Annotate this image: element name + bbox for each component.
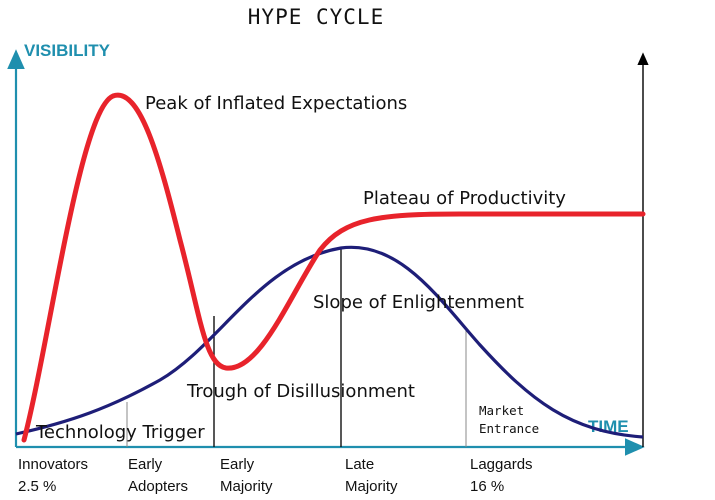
diagram-title: HYPE CYCLE xyxy=(248,5,384,29)
segment-innovators-line1: Innovators xyxy=(18,456,88,473)
hype-curve xyxy=(21,92,646,443)
y-axis-label: VISIBILITY xyxy=(24,41,111,60)
segment-innovators-line2: 2.5 % xyxy=(18,478,56,495)
x-axis-label: TIME xyxy=(588,417,629,436)
adoption-curve xyxy=(15,245,644,439)
segment-late-majority-line2: Majority xyxy=(345,478,398,495)
segment-early-adopters-line1: Early xyxy=(128,456,163,473)
phase-trough-of-disillusionment: Trough of Disillusionment xyxy=(186,381,415,402)
segment-laggards-line1: Laggards xyxy=(470,456,533,473)
phase-slope-of-enlightenment: Slope of Enlightenment xyxy=(313,292,524,313)
segment-early-majority-line2: Majority xyxy=(220,478,273,495)
market-entrance-line2: Entrance xyxy=(479,421,539,436)
phase-plateau-of-productivity: Plateau of Productivity xyxy=(363,188,566,209)
segment-late-majority-line1: Late xyxy=(345,456,374,473)
segment-early-majority-line1: Early xyxy=(220,456,255,473)
phase-peak-of-inflated-expectations: Peak of Inflated Expectations xyxy=(145,93,407,114)
segment-early-adopters-line2: Adopters xyxy=(128,478,188,495)
segment-laggards-line2: 16 % xyxy=(470,478,504,495)
market-entrance-line1: Market xyxy=(479,403,524,418)
phase-technology-trigger: Technology Trigger xyxy=(35,422,205,443)
